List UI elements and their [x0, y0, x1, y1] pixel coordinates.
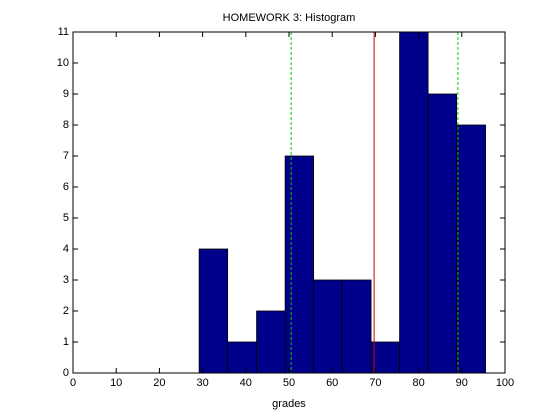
y-tick-label: 1 — [63, 336, 69, 348]
x-axis-label: grades — [272, 398, 306, 410]
x-tick-label: 100 — [496, 377, 514, 389]
y-tick-label: 9 — [63, 88, 69, 100]
bar — [313, 279, 343, 374]
x-tick-label: 90 — [456, 377, 468, 389]
y-tick-label: 11 — [58, 26, 69, 38]
bar — [456, 124, 486, 374]
y-tick-label: 5 — [63, 212, 69, 224]
chart-title: HOMEWORK 3: Histogram — [223, 12, 356, 24]
y-tick-label: 8 — [63, 119, 69, 131]
y-tick-label: 0 — [63, 367, 69, 379]
y-tick-label: 6 — [63, 181, 69, 193]
bar — [427, 93, 458, 374]
y-tick-label: 2 — [63, 305, 69, 317]
bar — [227, 341, 258, 374]
x-tick-label: 20 — [153, 377, 165, 389]
x-tick-label: 30 — [196, 377, 208, 389]
bar — [198, 248, 229, 374]
x-tick-label: 60 — [326, 377, 338, 389]
bar — [284, 155, 315, 374]
x-tick-label: 50 — [283, 377, 295, 389]
x-tick-label: 10 — [110, 377, 122, 389]
y-tick-label: 3 — [63, 274, 69, 286]
x-tick-label: 70 — [369, 377, 381, 389]
y-tick-label: 10 — [57, 57, 69, 69]
x-tick-label: 0 — [70, 377, 76, 389]
bar — [256, 310, 286, 374]
x-tick-label: 40 — [240, 377, 252, 389]
y-tick-label: 7 — [63, 150, 69, 162]
bar — [341, 279, 372, 374]
y-tick-label: 4 — [63, 243, 69, 255]
x-tick-label: 80 — [412, 377, 424, 389]
bar — [399, 31, 429, 374]
